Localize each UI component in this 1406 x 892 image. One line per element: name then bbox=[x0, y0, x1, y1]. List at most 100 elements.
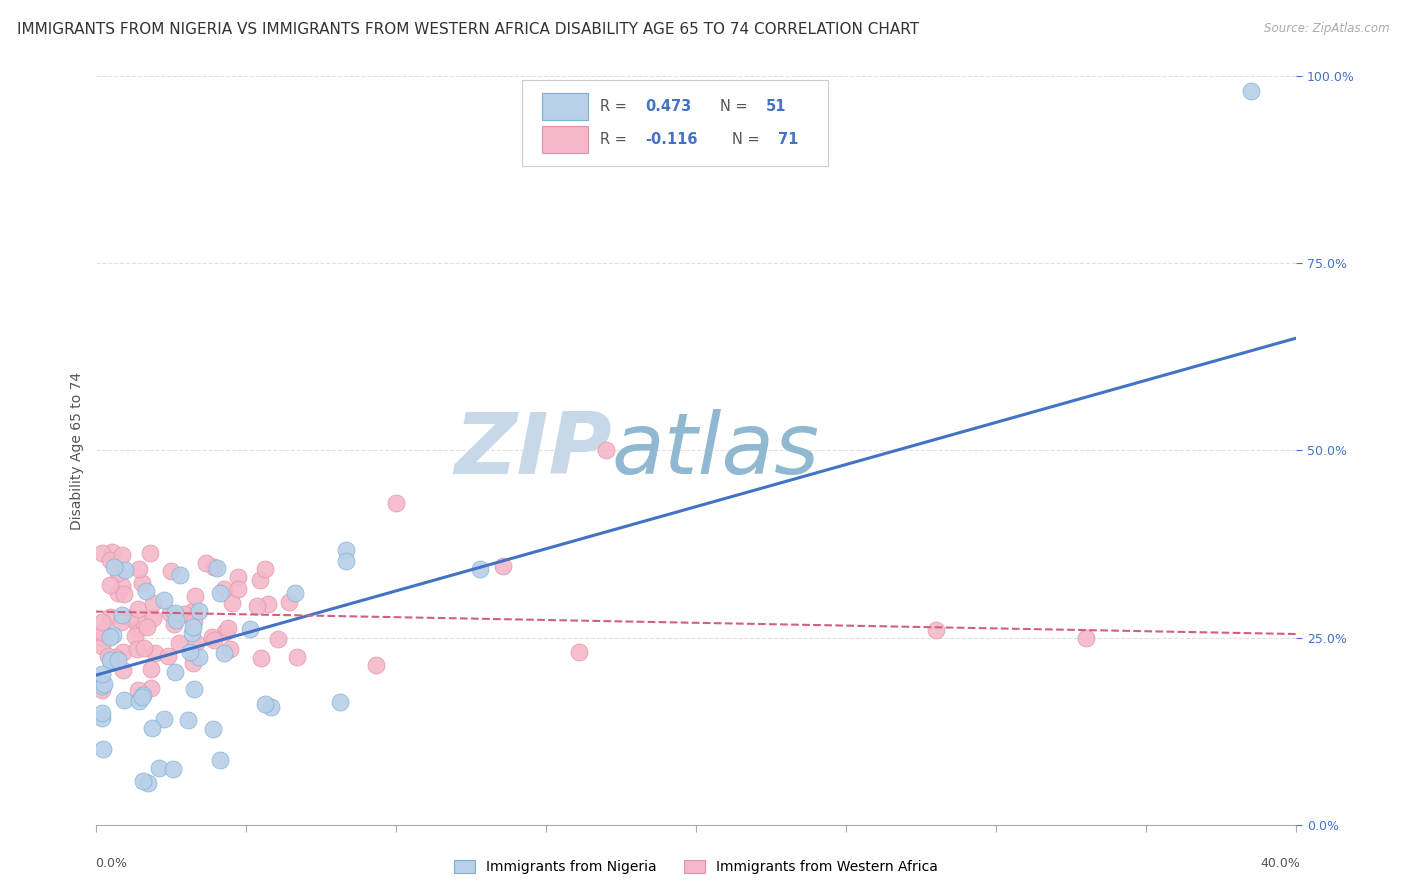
Point bbox=[335, 554, 357, 568]
Point bbox=[218, 642, 240, 657]
Point bbox=[90, 631, 112, 645]
Text: R =: R = bbox=[600, 132, 631, 147]
Point bbox=[181, 604, 204, 618]
Point bbox=[169, 567, 191, 582]
Point bbox=[245, 599, 267, 613]
Point bbox=[468, 561, 491, 575]
Point bbox=[152, 593, 174, 607]
Point bbox=[278, 595, 301, 609]
Point bbox=[90, 710, 112, 724]
Point bbox=[143, 646, 166, 660]
Point bbox=[100, 578, 122, 592]
Point bbox=[165, 613, 187, 627]
Point bbox=[226, 570, 249, 584]
Point bbox=[128, 694, 150, 708]
Point bbox=[90, 615, 112, 630]
Point bbox=[127, 642, 149, 657]
Point bbox=[118, 611, 141, 625]
Point bbox=[165, 665, 187, 679]
Point bbox=[194, 556, 217, 570]
Point bbox=[165, 606, 187, 620]
Point bbox=[135, 583, 157, 598]
Point bbox=[184, 636, 207, 650]
Point bbox=[98, 653, 121, 667]
Text: atlas: atlas bbox=[612, 409, 820, 492]
Point bbox=[1240, 84, 1263, 98]
Point bbox=[111, 548, 134, 562]
FancyBboxPatch shape bbox=[522, 79, 828, 166]
Point bbox=[201, 631, 224, 645]
Point bbox=[101, 545, 124, 559]
Point bbox=[218, 621, 240, 635]
Point bbox=[173, 607, 195, 622]
Point bbox=[188, 604, 211, 618]
Point bbox=[107, 653, 129, 667]
Text: IMMIGRANTS FROM NIGERIA VS IMMIGRANTS FROM WESTERN AFRICA DISABILITY AGE 65 TO 7: IMMIGRANTS FROM NIGERIA VS IMMIGRANTS FR… bbox=[17, 22, 920, 37]
Point bbox=[98, 553, 121, 567]
Point bbox=[181, 626, 204, 640]
Point bbox=[249, 573, 271, 587]
Point bbox=[250, 651, 273, 665]
Point bbox=[111, 608, 134, 623]
Text: 0.0%: 0.0% bbox=[96, 856, 128, 870]
Point bbox=[335, 543, 357, 558]
Point bbox=[925, 624, 948, 638]
Point bbox=[112, 587, 135, 601]
Point bbox=[253, 698, 276, 712]
Point bbox=[239, 622, 262, 636]
Point bbox=[209, 754, 232, 768]
Text: 51: 51 bbox=[766, 99, 786, 114]
Point bbox=[141, 721, 163, 735]
Point bbox=[110, 579, 132, 593]
Point bbox=[177, 713, 200, 727]
Point bbox=[132, 617, 155, 632]
Point bbox=[100, 655, 122, 669]
Point bbox=[188, 650, 211, 665]
Text: 40.0%: 40.0% bbox=[1261, 856, 1301, 870]
Point bbox=[90, 683, 112, 698]
Point bbox=[183, 620, 205, 634]
Point bbox=[112, 692, 135, 706]
Y-axis label: Disability Age 65 to 74: Disability Age 65 to 74 bbox=[70, 371, 84, 530]
Point bbox=[260, 700, 283, 714]
Text: R =: R = bbox=[600, 99, 631, 114]
Point bbox=[253, 562, 276, 576]
Point bbox=[179, 645, 201, 659]
Point bbox=[103, 560, 125, 574]
Point bbox=[112, 663, 135, 677]
Point bbox=[226, 582, 249, 597]
Point bbox=[152, 712, 174, 726]
Text: Source: ZipAtlas.com: Source: ZipAtlas.com bbox=[1264, 22, 1389, 36]
Point bbox=[90, 706, 112, 720]
Point bbox=[568, 644, 591, 658]
Point bbox=[366, 657, 388, 672]
Text: -0.116: -0.116 bbox=[645, 132, 697, 147]
Point bbox=[148, 761, 170, 775]
Point bbox=[138, 546, 160, 560]
Point bbox=[141, 662, 163, 676]
Point bbox=[93, 676, 115, 690]
Point bbox=[132, 688, 155, 702]
Point bbox=[107, 566, 129, 581]
Point bbox=[111, 645, 134, 659]
Text: ZIP: ZIP bbox=[454, 409, 612, 492]
Point bbox=[104, 649, 127, 664]
Point bbox=[91, 625, 114, 640]
Point bbox=[285, 650, 308, 665]
Point bbox=[212, 582, 235, 596]
Point bbox=[1076, 631, 1098, 645]
Point bbox=[127, 683, 149, 698]
Point bbox=[142, 596, 165, 610]
Point bbox=[157, 649, 180, 664]
Text: 0.473: 0.473 bbox=[645, 99, 692, 114]
Point bbox=[214, 625, 236, 640]
Point bbox=[162, 762, 184, 776]
Point bbox=[184, 589, 207, 603]
Point bbox=[160, 564, 183, 578]
Point bbox=[329, 695, 352, 709]
Bar bbox=[543, 126, 588, 153]
Point bbox=[181, 657, 204, 671]
Point bbox=[202, 560, 225, 574]
Point bbox=[142, 611, 165, 625]
Point bbox=[90, 680, 112, 694]
